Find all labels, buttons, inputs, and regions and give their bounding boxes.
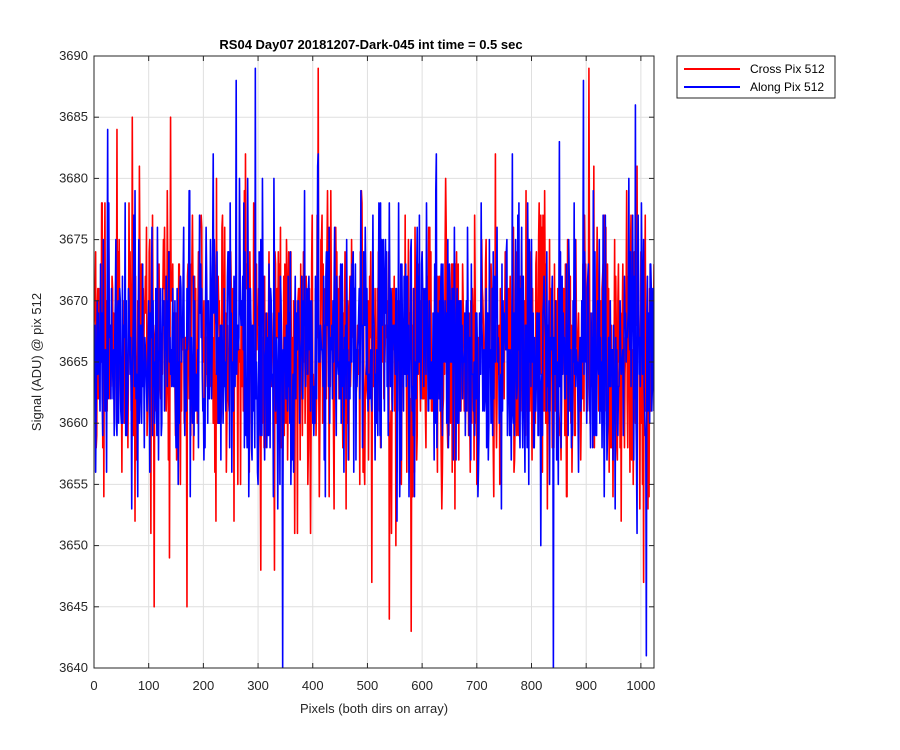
y-tick-label: 3645 <box>59 599 88 614</box>
plot-clip <box>94 67 654 668</box>
x-axis-label: Pixels (both dirs on array) <box>300 701 448 716</box>
legend-box <box>676 55 836 99</box>
y-tick-label: 3685 <box>59 109 88 124</box>
x-tick-label: 200 <box>193 678 215 693</box>
y-tick-label: 3675 <box>59 232 88 247</box>
y-tick-label: 3640 <box>59 660 88 675</box>
chart-title: RS04 Day07 20181207-Dark-045 int time = … <box>219 37 522 52</box>
y-axis-label: Signal (ADU) @ pix 512 <box>29 293 44 431</box>
series-line-along <box>94 67 654 668</box>
x-tick-label: 1000 <box>626 678 655 693</box>
legend-entry-cross: Cross Pix 512 <box>750 62 825 76</box>
x-tick-label: 800 <box>521 678 543 693</box>
x-tick-label: 700 <box>466 678 488 693</box>
x-tick-label: 300 <box>247 678 269 693</box>
y-tick-label: 3650 <box>59 538 88 553</box>
y-tick-label: 3690 <box>59 48 88 63</box>
x-tick-label: 900 <box>575 678 597 693</box>
legend: Cross Pix 512 Along Pix 512 <box>676 55 836 99</box>
x-tick-label: 100 <box>138 678 160 693</box>
x-tick-label: 600 <box>411 678 433 693</box>
x-tick-label: 400 <box>302 678 324 693</box>
x-tick-label: 0 <box>90 678 97 693</box>
series-layer <box>94 67 654 668</box>
x-tick-label: 500 <box>357 678 379 693</box>
ticks: 0 100 200 300 400 500 600 700 800 900 1000 3640 3645… <box>59 48 655 693</box>
y-tick-label: 3680 <box>59 170 88 185</box>
y-tick-label: 3665 <box>59 354 88 369</box>
y-tick-label: 3670 <box>59 293 88 308</box>
y-tick-label: 3660 <box>59 415 88 430</box>
legend-entry-along: Along Pix 512 <box>750 80 824 94</box>
y-tick-label: 3655 <box>59 476 88 491</box>
